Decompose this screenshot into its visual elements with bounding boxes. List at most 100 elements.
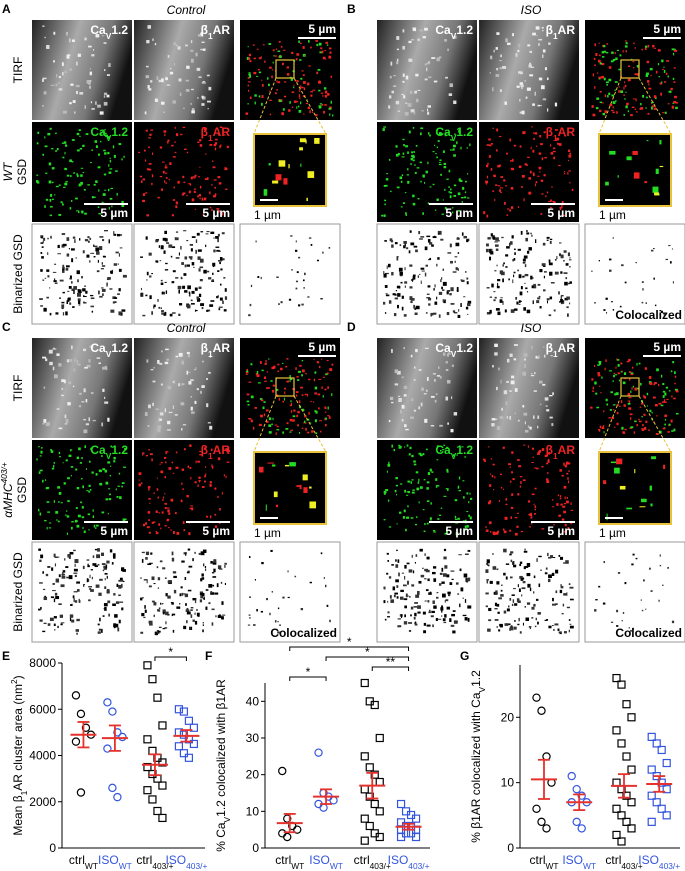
speck xyxy=(383,301,386,305)
speck xyxy=(316,43,319,47)
speck xyxy=(399,176,403,180)
speck xyxy=(204,447,206,449)
speck xyxy=(616,49,619,51)
speck xyxy=(219,145,221,149)
speck xyxy=(409,595,411,598)
speck xyxy=(560,299,563,303)
speck xyxy=(224,167,227,170)
speck xyxy=(548,262,553,266)
speck xyxy=(254,94,257,97)
speck xyxy=(295,58,298,61)
speck xyxy=(535,26,540,30)
speck xyxy=(456,287,459,291)
speck xyxy=(139,175,143,178)
speck xyxy=(675,390,679,393)
speck xyxy=(190,505,194,507)
speck xyxy=(525,617,530,621)
speck xyxy=(428,303,431,306)
x-tick-label: ctrl403/+ xyxy=(605,853,642,871)
speck xyxy=(210,592,215,595)
speck xyxy=(264,60,266,63)
speck xyxy=(141,559,144,563)
speck xyxy=(198,176,200,178)
text-part: ISO xyxy=(388,853,409,867)
speck xyxy=(81,506,84,509)
speck xyxy=(52,348,57,350)
speck xyxy=(122,518,125,522)
speck xyxy=(141,613,145,617)
speck xyxy=(509,597,512,601)
speck xyxy=(621,370,623,373)
speck xyxy=(531,126,533,128)
speck xyxy=(553,201,556,204)
speck xyxy=(559,497,562,500)
speck xyxy=(117,233,121,237)
text-part: 403/+ xyxy=(186,861,207,871)
speck xyxy=(648,375,652,379)
speck xyxy=(191,262,195,266)
speck xyxy=(415,98,419,103)
speck xyxy=(66,515,70,518)
text-part: ctrl xyxy=(136,853,152,867)
speck xyxy=(556,137,560,141)
speck xyxy=(487,628,491,632)
speck xyxy=(214,193,217,196)
speck xyxy=(268,43,272,45)
speck xyxy=(454,256,458,258)
text-part: V xyxy=(477,686,487,692)
speck xyxy=(490,55,493,60)
data-point xyxy=(572,817,581,827)
speck xyxy=(396,523,398,525)
speck xyxy=(397,293,401,297)
speck xyxy=(424,27,428,31)
speck xyxy=(504,623,509,626)
speck xyxy=(60,201,63,204)
speck xyxy=(300,101,302,105)
text-part: 403/+ xyxy=(152,861,173,871)
speck xyxy=(495,531,499,535)
speck xyxy=(226,461,230,463)
speck xyxy=(195,239,198,243)
speck xyxy=(405,428,409,431)
speck xyxy=(500,297,503,299)
data-point xyxy=(158,781,167,790)
speck xyxy=(523,550,528,553)
speck xyxy=(503,262,505,265)
speck xyxy=(483,211,486,215)
speck xyxy=(559,206,562,209)
speck xyxy=(612,101,616,104)
speck xyxy=(248,614,251,616)
speck xyxy=(84,366,88,369)
speck xyxy=(645,45,648,48)
speck xyxy=(518,617,520,622)
speck xyxy=(522,262,526,264)
speck xyxy=(567,527,570,530)
speck xyxy=(181,468,185,471)
speck xyxy=(185,89,190,92)
speck xyxy=(159,463,161,465)
speck xyxy=(261,561,264,565)
speck xyxy=(466,281,469,285)
speck xyxy=(145,454,148,457)
y-tick-label: 40 xyxy=(246,694,260,708)
speck xyxy=(199,266,204,269)
speck xyxy=(162,161,165,163)
data-point xyxy=(360,678,369,688)
text-part: 2 xyxy=(9,679,19,684)
speck xyxy=(168,244,173,248)
speck xyxy=(148,137,152,139)
speck xyxy=(654,382,657,385)
speck xyxy=(119,247,123,249)
speck xyxy=(66,532,69,535)
speck xyxy=(269,99,272,101)
speck xyxy=(520,481,522,484)
speck xyxy=(439,449,442,452)
speck xyxy=(58,363,62,367)
speck xyxy=(171,602,174,605)
speck xyxy=(450,260,453,264)
speck xyxy=(261,79,263,81)
speck xyxy=(163,250,166,254)
speck xyxy=(410,279,414,281)
speck xyxy=(513,358,517,361)
speck xyxy=(66,54,70,59)
